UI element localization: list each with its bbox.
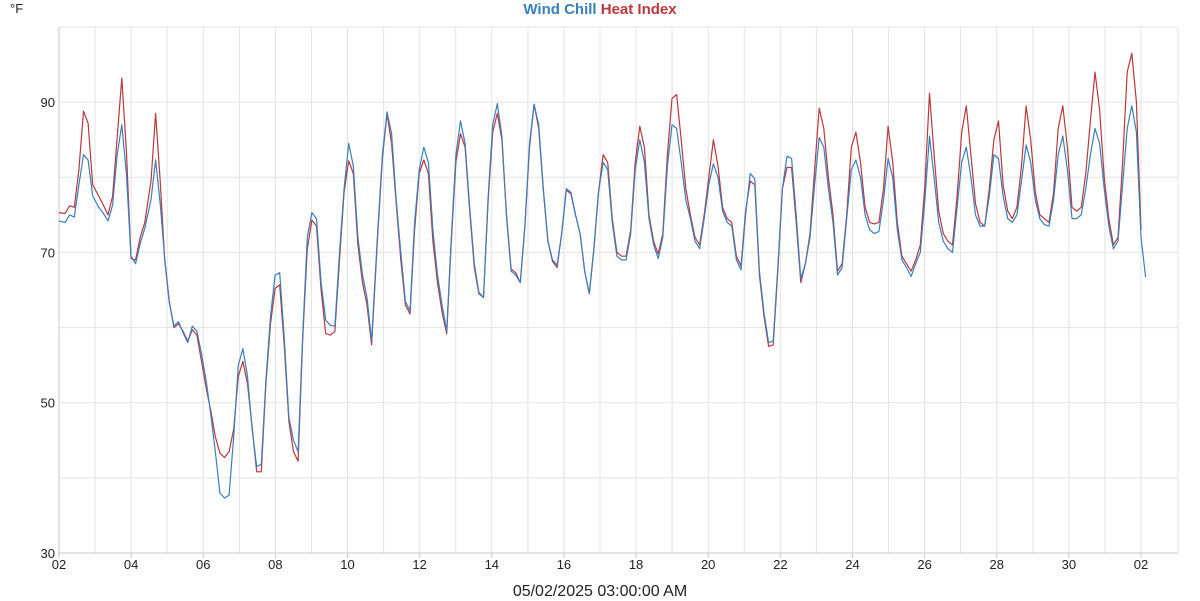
x-tick-label: 02	[1134, 557, 1148, 572]
x-tick-label: 16	[557, 557, 571, 572]
x-tick-label: 14	[485, 557, 499, 572]
y-tick-label: 90	[41, 95, 55, 110]
series-line-wind-chill	[58, 102, 1147, 499]
y-tick-label: 30	[41, 546, 55, 561]
chart-title: Wind Chill Heat Index	[0, 1, 1200, 18]
y-tick-label: 70	[41, 245, 55, 260]
x-tick-label: 02	[52, 557, 66, 572]
x-tick-label: 06	[196, 557, 210, 572]
x-tick-label: 04	[124, 557, 138, 572]
x-tick-label: 08	[268, 557, 282, 572]
x-tick-label: 24	[845, 557, 859, 572]
x-tick-label: 22	[773, 557, 787, 572]
x-tick-label: 18	[629, 557, 643, 572]
y-tick-label: 50	[41, 396, 55, 411]
series-line-heat-index	[58, 52, 1142, 473]
legend-wind-chill: Wind Chill	[523, 1, 597, 18]
x-tick-label: 28	[989, 557, 1003, 572]
y-axis-unit: °F	[10, 1, 24, 16]
x-axis-label: 05/02/2025 03:00:00 AM	[512, 583, 688, 600]
x-tick-label: 20	[701, 557, 715, 572]
x-tick-label: 12	[412, 557, 426, 572]
x-tick-label: 30	[1062, 557, 1076, 572]
legend-heat-index: Heat Index	[600, 1, 677, 18]
x-tick-label: 26	[917, 557, 931, 572]
x-tick-label: 10	[340, 557, 354, 572]
